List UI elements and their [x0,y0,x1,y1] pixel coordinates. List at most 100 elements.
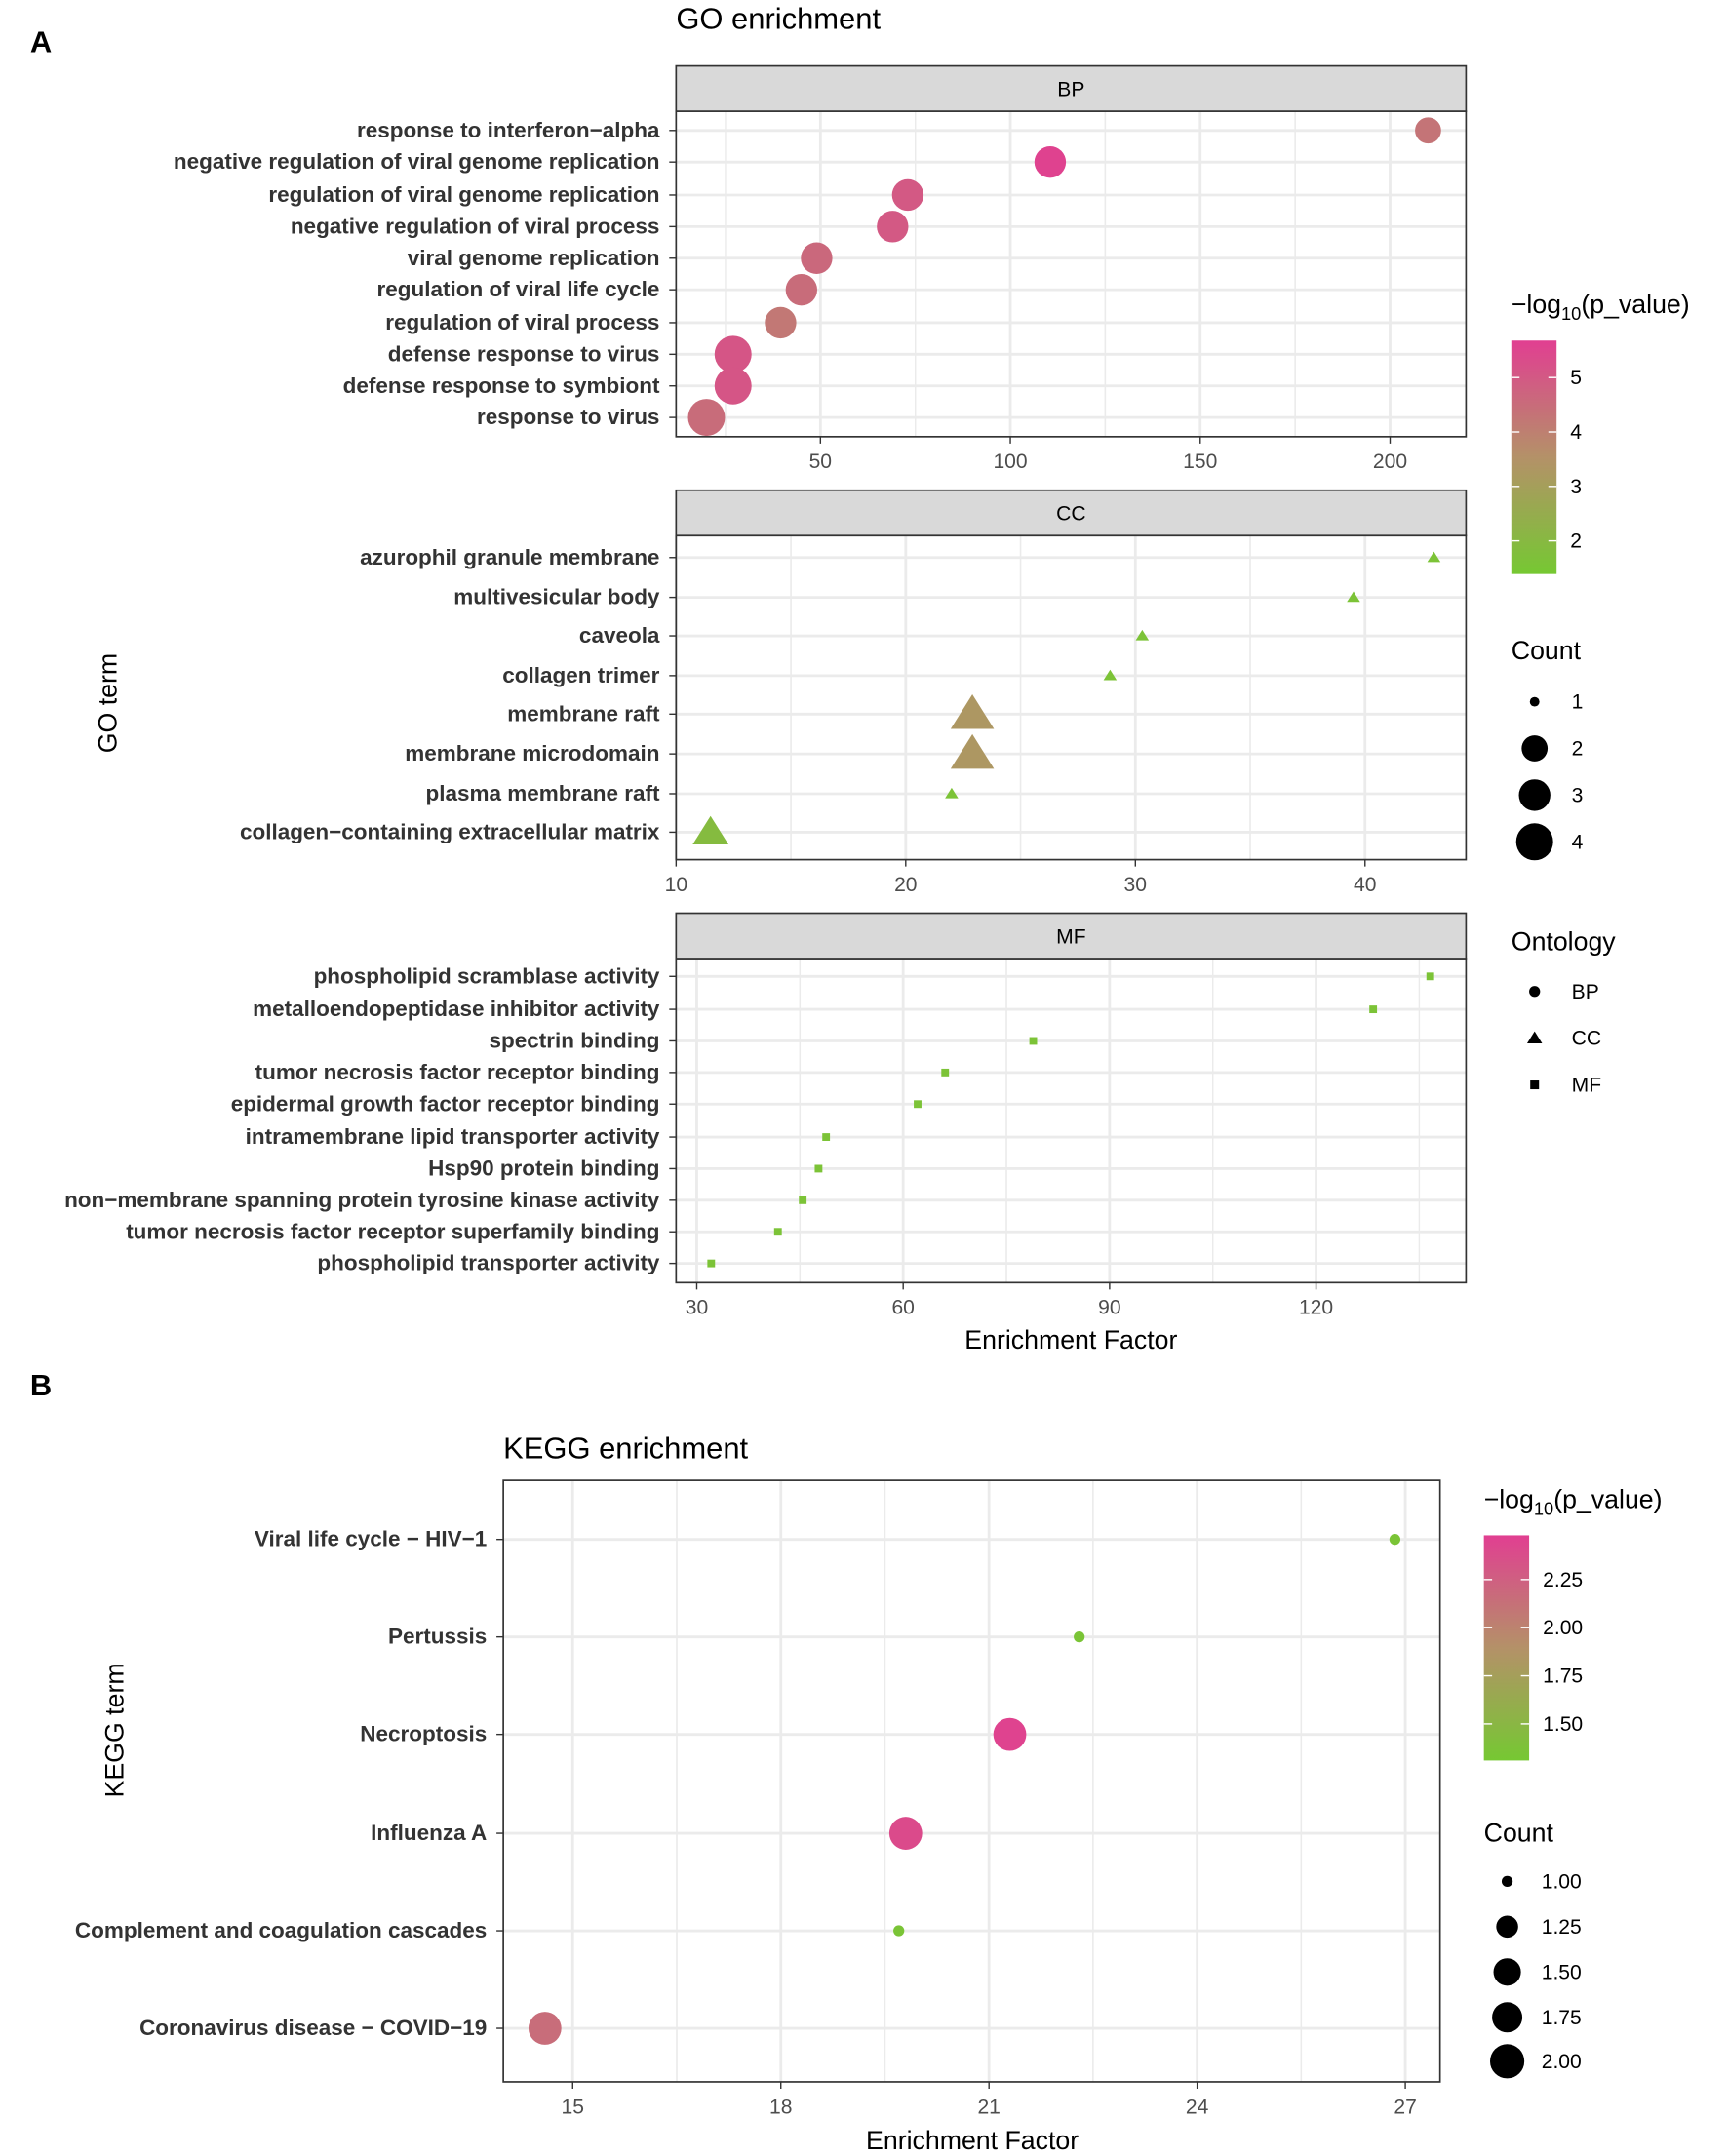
go-ontology-legend: Ontology BP CC MF [1512,927,1617,1097]
color-legend-title: −log10(p_value) [1512,290,1690,324]
term-label: collagen trimer [502,663,659,687]
term-label: azurophil granule membrane [360,545,659,569]
data-point [941,1068,950,1077]
facet-strip [675,912,1468,960]
data-point [765,306,797,339]
go-y-axis-label: GO term [94,653,123,754]
cc-facet: 10 20 30 40 azurophil granule membrane multiv… [240,489,1468,896]
data-point [773,1228,782,1236]
x-tick-label: 30 [686,1297,708,1319]
data-point [1389,1534,1401,1546]
legend-label: 2 [1572,738,1584,761]
legend-label: 3 [1572,784,1584,806]
term-label: caveola [579,623,660,647]
term-label: regulation of viral life cycle [377,277,660,301]
color-bar [1511,340,1557,574]
data-point [888,1817,923,1850]
x-tick-label: 24 [1186,2096,1209,2118]
x-tick-label: 30 [1124,874,1147,896]
term-label: intramembrane lipid transporter activity [246,1124,660,1149]
x-tick-label: 40 [1354,874,1376,896]
data-point [714,367,752,405]
legend-label: CC [1572,1028,1601,1050]
term-label: plasma membrane raft [426,781,660,805]
x-tick-label: 10 [665,874,687,896]
legend-triangle-icon [1526,1031,1543,1043]
x-tick-label: 27 [1394,2096,1416,2118]
x-tick-label: 18 [769,2096,792,2118]
facet-strip-label: BP [1057,79,1084,101]
data-point [893,1925,905,1937]
color-bar-label: 3 [1570,476,1582,498]
term-label: viral genome replication [408,246,660,270]
data-point [950,694,995,729]
color-bar-label: 2 [1570,530,1582,553]
legend-label: BP [1572,981,1599,1003]
legend-label: 1.50 [1542,1961,1582,1983]
facet-strip [675,489,1468,537]
color-legend-title: −log10(p_value) [1484,1484,1663,1518]
legend-circle-icon [1529,986,1541,998]
kegg-color-legend: −log10(p_value) 2.25 2.00 1.75 1.50 [1483,1484,1663,1761]
data-point [945,787,959,799]
term-label: regulation of viral genome replication [268,182,659,207]
term-label: Coronavirus disease − COVID−19 [139,2016,487,2040]
term-label: multivesicular body [453,585,660,609]
data-point [814,1164,823,1173]
term-label: non−membrane spanning protein tyrosine k… [64,1188,660,1212]
term-label: spectrin binding [490,1029,660,1053]
color-bar-label: 2.00 [1543,1617,1583,1639]
term-label: phospholipid transporter activity [317,1251,660,1275]
legend-label: 1.00 [1542,1870,1582,1893]
data-point [891,178,924,212]
legend-circle-icon [1518,779,1551,811]
color-bar-label: 4 [1570,421,1582,444]
data-point [1427,551,1441,563]
panel-border [502,1479,1441,2083]
term-label: Pertussis [388,1625,487,1649]
color-bar [1483,1535,1530,1761]
x-tick-label: 60 [891,1297,914,1319]
legend-label: 1.25 [1542,1916,1582,1939]
color-bar-label: 1.50 [1543,1713,1583,1736]
data-point [1103,669,1118,681]
term-label: Complement and coagulation cascades [75,1918,487,1942]
x-tick-label: 20 [894,874,917,896]
legend-title: Ontology [1512,927,1617,957]
term-label: response to virus [477,405,659,429]
x-tick-label: 50 [809,451,832,473]
data-point [877,211,909,243]
term-label: metalloendopeptidase inhibitor activity [253,997,660,1021]
data-point [1426,972,1434,981]
kegg-y-axis-label: KEGG term [100,1663,130,1797]
legend-square-icon [1530,1080,1540,1090]
legend-label: 1.75 [1542,2007,1582,2029]
data-point [822,1133,831,1141]
term-label: phospholipid scramblase activity [314,963,660,988]
term-label: Influenza A [371,1821,487,1845]
legend-circle-icon [1521,735,1549,762]
legend-circle-icon [1493,1958,1521,1986]
legend-label: 4 [1572,831,1584,853]
term-label: epidermal growth factor receptor binding [231,1091,660,1116]
legend-title: Count [1512,636,1582,665]
legend-label: 2.00 [1542,2051,1582,2073]
term-label: collagen−containing extracellular matrix [240,819,660,843]
term-label: membrane microdomain [405,741,659,765]
mf-facet: 30 60 90 120 phospholipid scramblase activit… [64,912,1468,1319]
x-tick-label: 150 [1183,451,1217,473]
data-point [950,733,995,769]
facet-strip-label: MF [1056,925,1086,948]
term-label: regulation of viral process [385,310,659,334]
data-point [1074,1631,1085,1643]
legend-circle-icon [1501,1875,1513,1887]
data-point [914,1100,922,1109]
legend-circle-icon [1496,1915,1518,1939]
term-label: defense response to virus [388,341,660,366]
panel-background [676,958,1467,1283]
data-point [528,2012,562,2045]
data-point [1347,591,1360,603]
go-x-axis-label: Enrichment Factor [964,1325,1177,1354]
kegg-panel: 15 18 21 24 27 Viral life cycle − HIV−1 Pertus… [75,1479,1441,2118]
